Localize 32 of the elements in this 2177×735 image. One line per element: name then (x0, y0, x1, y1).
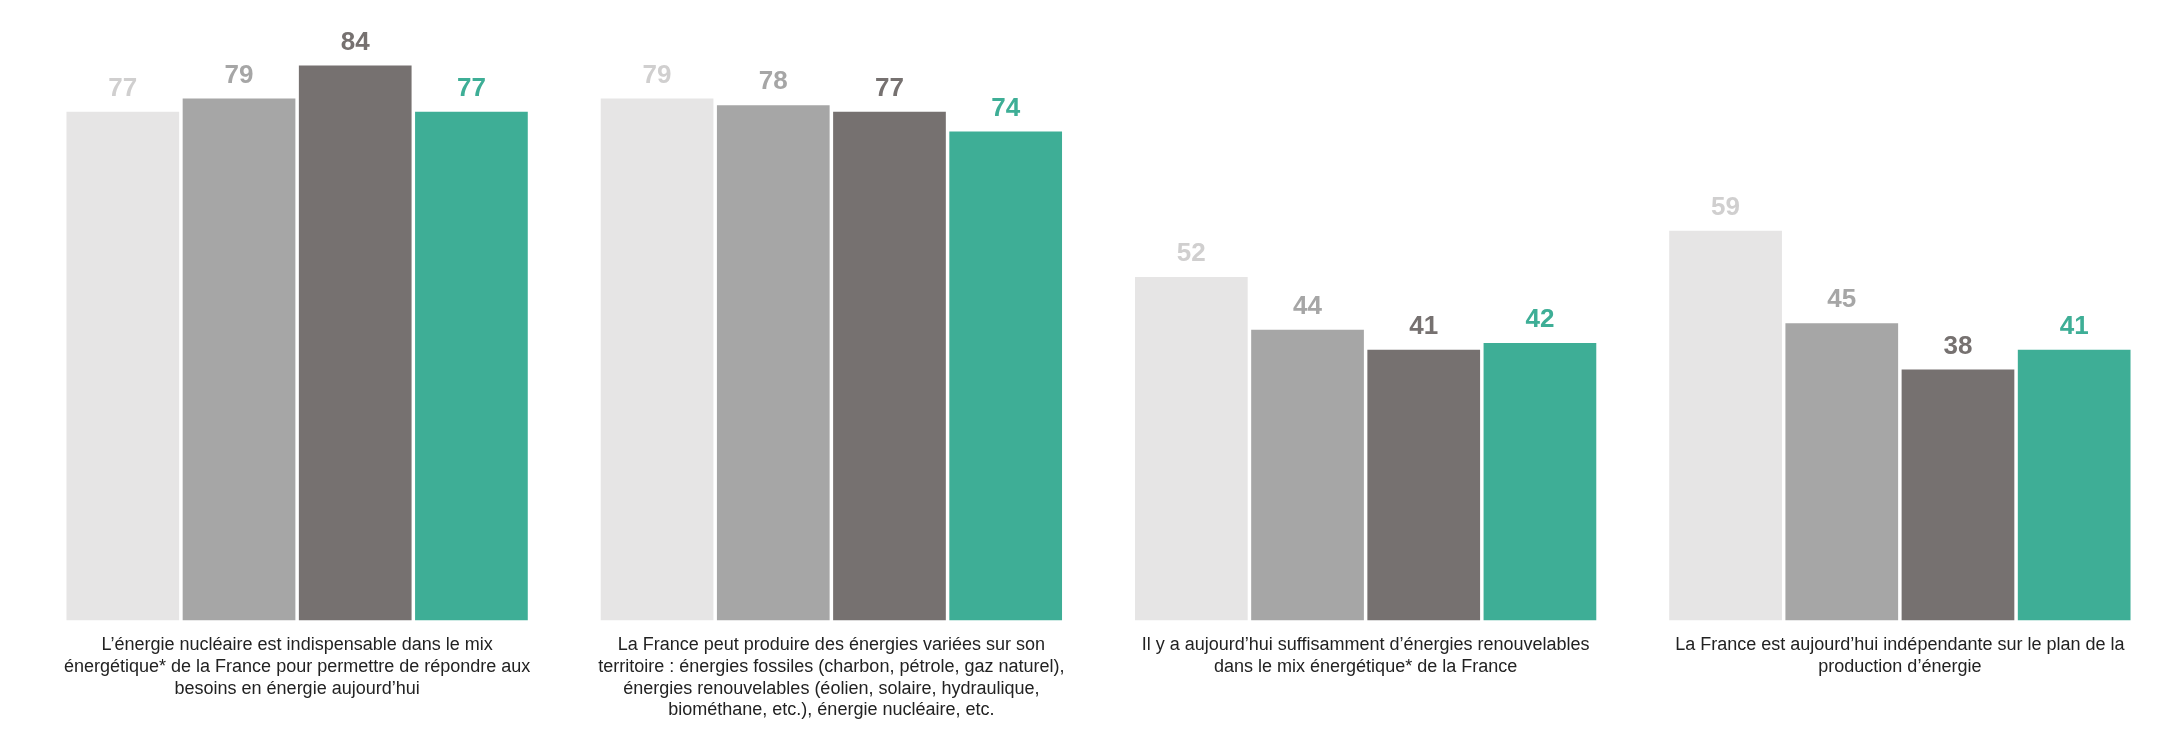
x-tick-label: Il y a aujourd’hui suffisamment d’énergies renouvelables dans le mix énergétique* de la France (1141, 634, 1590, 676)
bar (1785, 323, 1899, 621)
bar (1669, 230, 1782, 621)
bar (1483, 343, 1597, 621)
bar (298, 65, 412, 621)
data-label: 78 (758, 65, 788, 96)
data-label: 38 (1943, 329, 1973, 360)
bar (949, 131, 1063, 621)
x-tick-label: L’énergie nucléaire est indispensable dans le mix énergétique* de la France pour permettre de répondre aux besoins en énergie aujourd’hui (63, 634, 531, 698)
data-label: 77 (456, 71, 486, 102)
x-tick-label: La France peut produire des énergies variées sur son territoire : énergies fossiles (charbon, pétrole, gaz naturel), énergies renouvelables (éolien, solaire, hydraulique, biométhane, etc.), énergie nucléaire, etc. (598, 634, 1065, 720)
data-label: 41 (1409, 309, 1439, 340)
bar (1251, 329, 1364, 621)
bar (415, 111, 528, 621)
bar (2017, 349, 2131, 621)
data-label: 44 (1293, 290, 1323, 321)
data-label: 77 (875, 71, 904, 102)
data-label: 84 (340, 25, 371, 56)
data-label: 42 (1525, 303, 1555, 334)
data-label: 41 (2059, 309, 2089, 340)
bar (66, 111, 180, 621)
bar (600, 98, 714, 621)
data-label: 79 (224, 58, 254, 89)
data-label: 45 (1827, 283, 1857, 314)
bar (1901, 369, 2015, 621)
data-label: 74 (991, 91, 1021, 122)
bar (833, 111, 946, 621)
bar (716, 105, 830, 621)
bar (1134, 276, 1248, 621)
bar (182, 98, 296, 621)
bar (1367, 349, 1481, 621)
x-tick-label: La France est aujourd’hui indépendante sur le plan de la production d’énergie (1675, 634, 2126, 676)
